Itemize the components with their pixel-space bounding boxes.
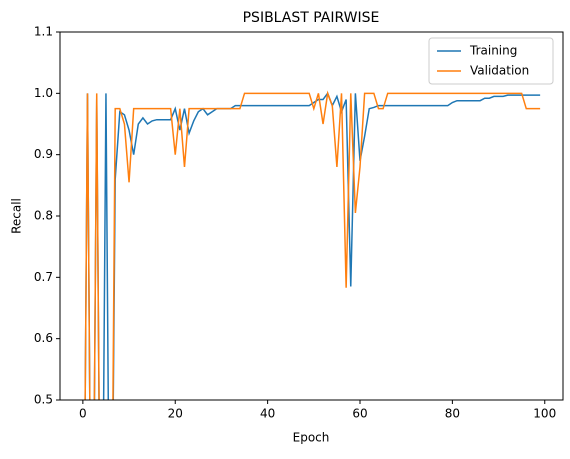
y-tick-label: 0.5 bbox=[34, 393, 53, 407]
y-tick-label: 1.1 bbox=[34, 25, 53, 39]
series-line bbox=[84, 90, 541, 400]
legend-label: Training bbox=[469, 44, 517, 58]
x-tick-label: 20 bbox=[168, 407, 183, 421]
y-tick-label: 0.7 bbox=[34, 270, 53, 284]
x-tick-label: 100 bbox=[533, 407, 556, 421]
y-tick-label: 1.0 bbox=[34, 86, 53, 100]
y-tick-label: 0.6 bbox=[34, 331, 53, 345]
x-tick-label: 0 bbox=[79, 407, 87, 421]
chart-title: PSIBLAST PAIRWISE bbox=[243, 10, 380, 26]
series-line bbox=[84, 91, 541, 400]
legend-box bbox=[428, 37, 554, 85]
y-tick-label: 0.8 bbox=[34, 209, 53, 223]
x-tick-label: 80 bbox=[445, 407, 460, 421]
legend-label: Validation bbox=[470, 64, 529, 78]
x-axis-label: Epoch bbox=[293, 431, 330, 445]
plot-lines bbox=[84, 90, 541, 400]
y-tick-label: 0.9 bbox=[34, 147, 53, 161]
y-axis-label: Recall bbox=[10, 198, 24, 234]
x-tick-label: 60 bbox=[352, 407, 367, 421]
x-tick-label: 40 bbox=[260, 407, 275, 421]
